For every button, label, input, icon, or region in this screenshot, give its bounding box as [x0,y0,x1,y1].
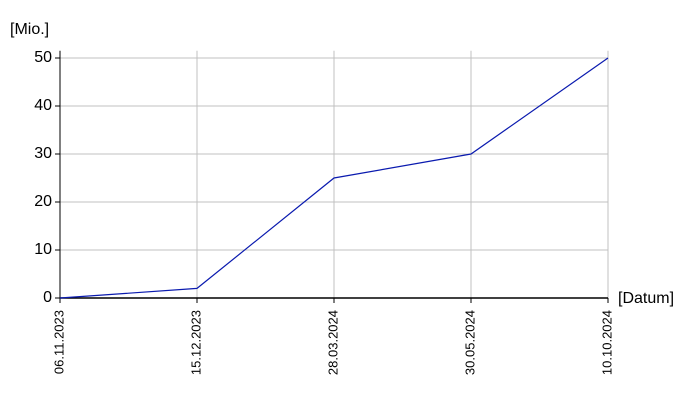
y-tick-label: 50 [34,49,52,66]
x-tick-label: 30.05.2024 [462,310,477,375]
y-axis-label: [Mio.] [10,21,49,38]
x-tick-label: 10.10.2024 [599,310,614,375]
x-tick-label: 06.11.2023 [51,310,66,374]
y-tick-label: 0 [43,289,52,306]
y-tick-label: 30 [34,145,52,162]
x-tick-label: 28.03.2024 [325,310,340,375]
y-tick-label: 20 [34,193,52,210]
y-tick-label: 10 [34,241,52,258]
data-line [59,57,609,299]
x-axis-label: [Datum] [618,290,674,307]
x-tick-label: 15.12.2023 [188,310,203,375]
y-tick-label: 40 [34,97,52,114]
